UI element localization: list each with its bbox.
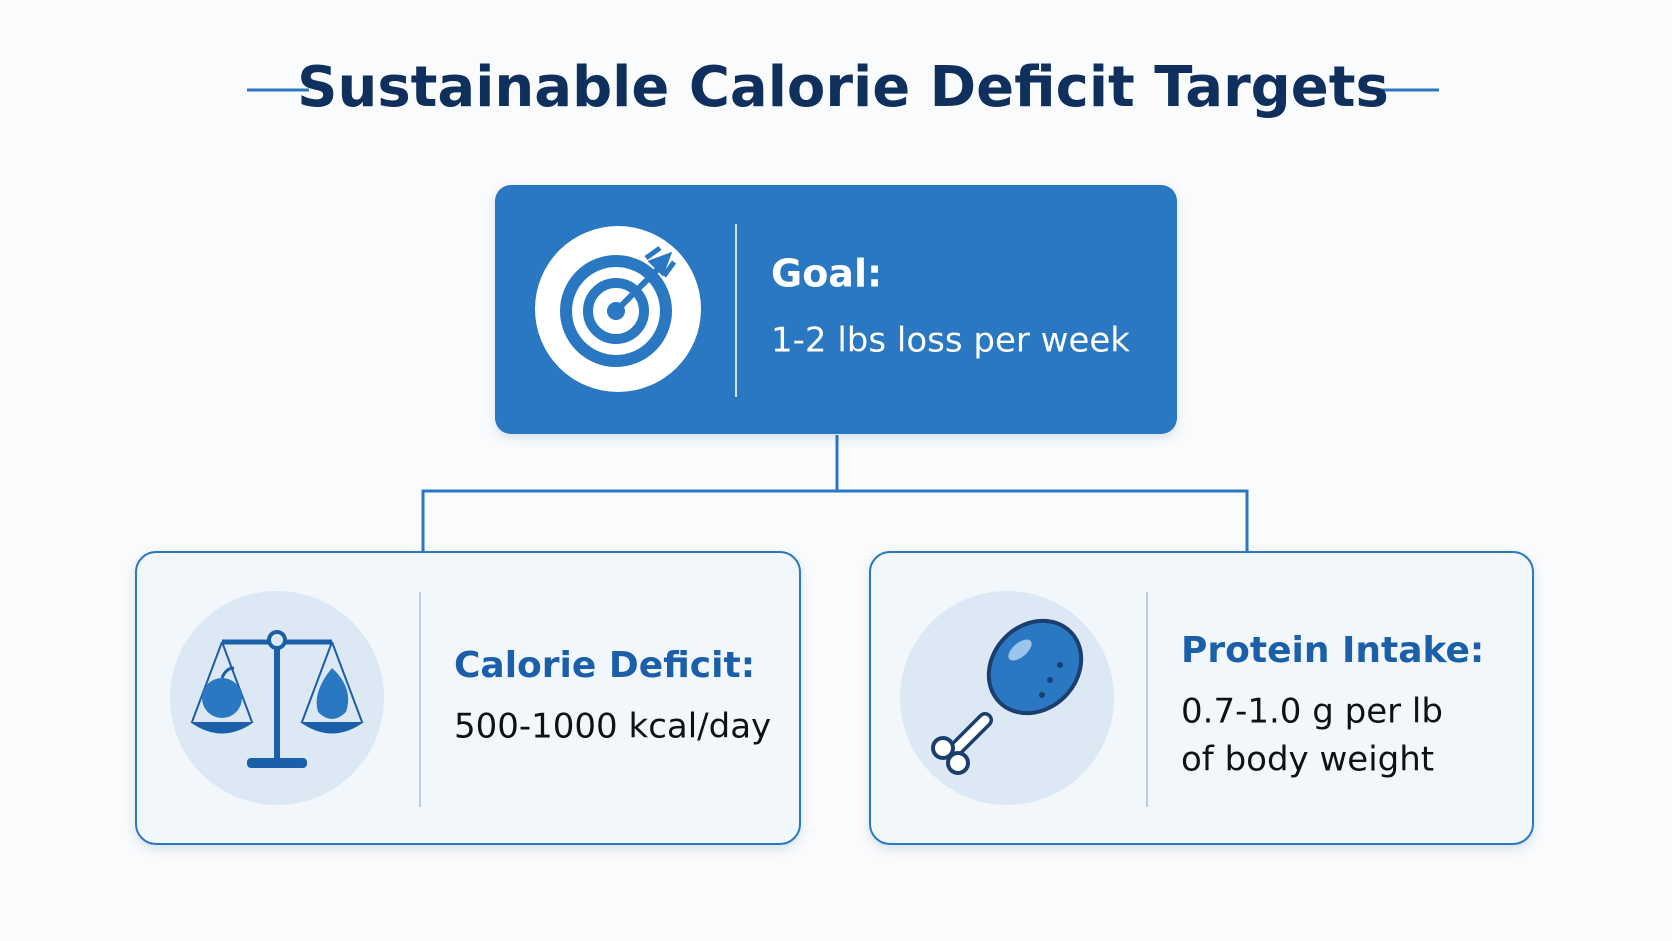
connector (421, 435, 1249, 552)
title: Sustainable Calorie Deficit Targets (297, 55, 1389, 120)
node-text: 1-2 lbs loss per week (771, 321, 1130, 361)
node-text: 500-1000 kcal/day (454, 707, 771, 747)
node-text: 0.7-1.0 g per lb (1181, 692, 1443, 732)
node-label: Protein Intake: (1181, 630, 1484, 671)
node-label: Calorie Deficit: (454, 645, 755, 686)
node-label: Goal: (771, 252, 882, 296)
scale-icon (170, 591, 384, 805)
drumstick-icon (900, 591, 1114, 805)
node-text: of body weight (1181, 740, 1434, 780)
target-icon (535, 226, 701, 392)
